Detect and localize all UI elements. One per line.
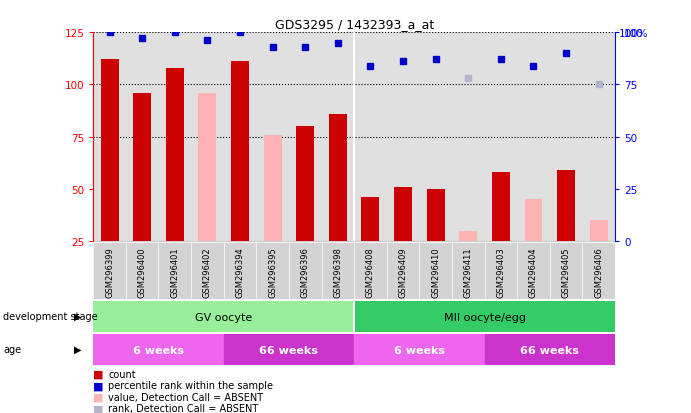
Bar: [256, 244, 289, 299]
Bar: [517, 244, 550, 299]
Bar: [583, 244, 615, 299]
Text: GSM296403: GSM296403: [496, 247, 505, 297]
Text: rank, Detection Call = ABSENT: rank, Detection Call = ABSENT: [108, 404, 258, 413]
Text: GSM296395: GSM296395: [268, 247, 277, 297]
Bar: [166, 69, 184, 242]
Bar: [354, 244, 387, 299]
Bar: [419, 244, 452, 299]
Text: GSM296398: GSM296398: [333, 247, 342, 297]
Text: value, Detection Call = ABSENT: value, Detection Call = ABSENT: [108, 392, 263, 402]
Text: 66 weeks: 66 weeks: [520, 345, 579, 355]
Text: GSM296402: GSM296402: [203, 247, 212, 297]
Text: GSM296405: GSM296405: [562, 247, 571, 297]
Text: ■: ■: [93, 369, 104, 379]
Text: MII oocyte/egg: MII oocyte/egg: [444, 312, 526, 322]
Bar: [231, 62, 249, 242]
Bar: [224, 335, 354, 366]
Bar: [191, 244, 224, 299]
Bar: [557, 171, 575, 242]
Text: GSM296394: GSM296394: [236, 247, 245, 297]
Text: GSM296396: GSM296396: [301, 247, 310, 297]
Text: ▶: ▶: [74, 344, 82, 354]
Bar: [224, 244, 256, 299]
Bar: [394, 188, 412, 242]
Text: GSM296409: GSM296409: [399, 247, 408, 297]
Title: GDS3295 / 1432393_a_at: GDS3295 / 1432393_a_at: [274, 17, 434, 31]
Text: GSM296408: GSM296408: [366, 247, 375, 297]
Text: GV oocyte: GV oocyte: [195, 312, 252, 322]
Text: 6 weeks: 6 weeks: [394, 345, 445, 355]
Bar: [93, 301, 354, 332]
Bar: [524, 200, 542, 242]
Bar: [101, 60, 119, 242]
Text: age: age: [3, 344, 21, 354]
Bar: [321, 244, 354, 299]
Bar: [426, 190, 444, 242]
Bar: [354, 335, 484, 366]
Bar: [387, 244, 419, 299]
Bar: [198, 93, 216, 242]
Text: GSM296411: GSM296411: [464, 247, 473, 297]
Text: 66 weeks: 66 weeks: [260, 345, 319, 355]
Text: development stage: development stage: [3, 311, 98, 321]
Bar: [460, 231, 477, 242]
Text: GSM296404: GSM296404: [529, 247, 538, 297]
Bar: [329, 114, 347, 242]
Bar: [289, 244, 321, 299]
Text: GSM296410: GSM296410: [431, 247, 440, 297]
Text: count: count: [108, 369, 136, 379]
Text: GSM296406: GSM296406: [594, 247, 603, 297]
Text: percentile rank within the sample: percentile rank within the sample: [108, 380, 274, 390]
Bar: [296, 127, 314, 242]
Bar: [492, 173, 510, 242]
Text: 100%: 100%: [618, 29, 648, 39]
Bar: [361, 198, 379, 242]
Bar: [93, 244, 126, 299]
Bar: [126, 244, 158, 299]
Bar: [93, 335, 224, 366]
Text: GSM296400: GSM296400: [138, 247, 146, 297]
Bar: [133, 93, 151, 242]
Text: GSM296401: GSM296401: [170, 247, 179, 297]
Bar: [550, 244, 583, 299]
Text: 6 weeks: 6 weeks: [133, 345, 184, 355]
Text: ■: ■: [93, 404, 104, 413]
Text: ■: ■: [93, 380, 104, 390]
Bar: [264, 135, 282, 242]
Text: ▶: ▶: [74, 311, 82, 321]
Bar: [452, 244, 484, 299]
Bar: [158, 244, 191, 299]
Text: GSM296399: GSM296399: [105, 247, 114, 297]
Bar: [484, 244, 517, 299]
Bar: [484, 335, 615, 366]
Text: ■: ■: [93, 392, 104, 402]
Bar: [354, 301, 615, 332]
Bar: [589, 221, 607, 242]
